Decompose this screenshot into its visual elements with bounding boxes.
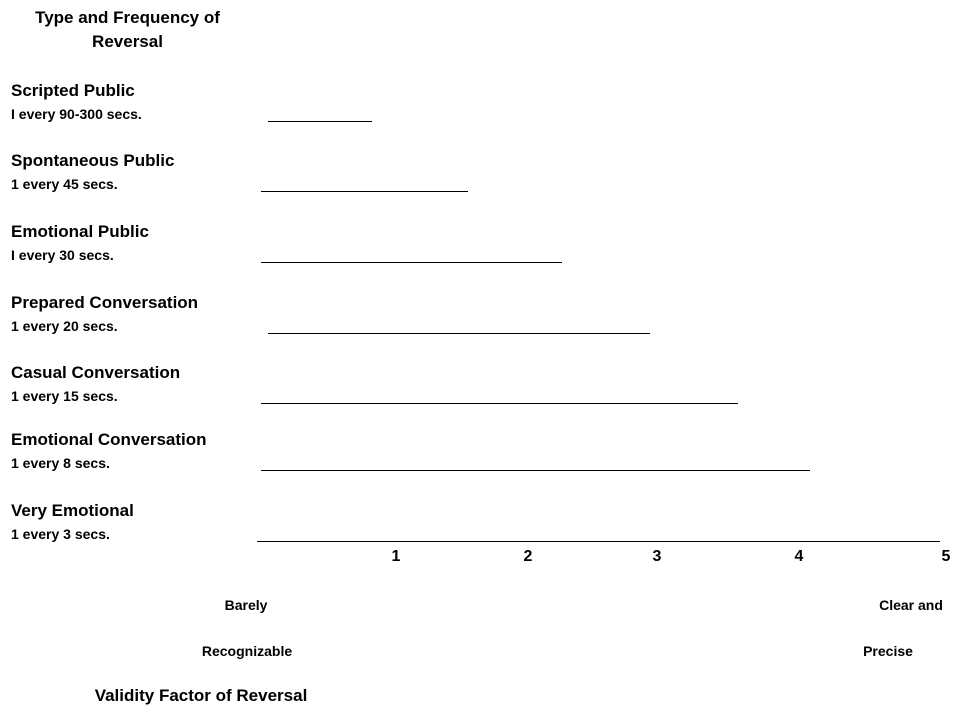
item-frequency: 1 every 20 secs.	[11, 318, 118, 334]
high-label: Clear and	[879, 597, 943, 613]
low-label: Barely	[224, 597, 268, 613]
title: Type and Frequency of Reversal	[35, 8, 220, 51]
item-frequency: I every 90-300 secs.	[11, 106, 142, 122]
item-frequency: 1 every 8 secs.	[11, 455, 110, 471]
blank-line	[261, 191, 468, 192]
item-name: Emotional Conversation	[11, 430, 207, 449]
scale-number: 1	[391, 548, 401, 565]
item-frequency: I every 30 secs.	[11, 247, 114, 263]
footer: Validity Factor of Reversal	[94, 686, 308, 705]
item-frequency: 1 every 45 secs.	[11, 176, 118, 192]
low-label: Recognizable	[201, 643, 293, 659]
item-name: Prepared Conversation	[11, 293, 199, 312]
scale-number: 4	[794, 548, 804, 565]
item-frequency: 1 every 3 secs.	[11, 526, 110, 542]
item-name: Very Emotional	[11, 501, 134, 520]
scale-number: 2	[523, 548, 533, 565]
blank-line	[268, 333, 650, 334]
item-name: Casual Conversation	[11, 363, 181, 382]
item-frequency: 1 every 15 secs.	[11, 388, 118, 404]
blank-line	[257, 541, 940, 542]
scale-number: 3	[652, 548, 662, 565]
item-name: Scripted Public	[11, 81, 135, 100]
blank-line	[261, 262, 562, 263]
blank-line	[261, 470, 810, 471]
item-name: Emotional Public	[11, 222, 149, 241]
high-label: Precise	[863, 643, 913, 659]
scale-number: 5	[941, 548, 951, 565]
blank-line	[261, 403, 738, 404]
item-name: Spontaneous Public	[11, 151, 175, 170]
blank-line	[268, 121, 372, 122]
